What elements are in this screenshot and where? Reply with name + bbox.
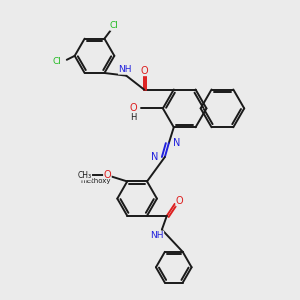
- Text: O: O: [103, 170, 111, 181]
- Text: O: O: [140, 66, 148, 76]
- Text: Cl: Cl: [110, 21, 119, 30]
- Text: NH: NH: [150, 231, 164, 240]
- Text: N: N: [151, 152, 159, 162]
- Text: O: O: [129, 103, 137, 113]
- Text: H: H: [130, 113, 136, 122]
- Text: NH: NH: [118, 65, 132, 74]
- Text: methoxy: methoxy: [80, 178, 111, 184]
- Text: Cl: Cl: [52, 57, 61, 66]
- Text: CH₃: CH₃: [77, 171, 92, 180]
- Text: N: N: [173, 138, 180, 148]
- Text: O: O: [176, 196, 184, 206]
